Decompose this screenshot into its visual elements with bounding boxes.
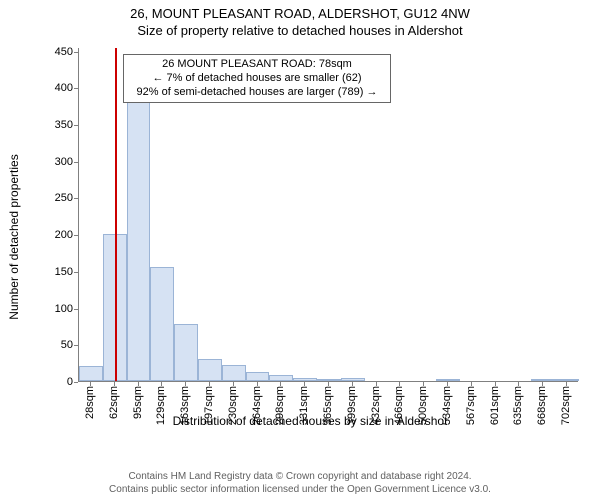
x-tick-label: 567sqm — [465, 386, 477, 425]
histogram-bar — [174, 324, 198, 381]
histogram-bar — [436, 379, 460, 381]
x-tick-label: 264sqm — [251, 386, 263, 425]
histogram-bar — [246, 372, 270, 381]
page-title: 26, MOUNT PLEASANT ROAD, ALDERSHOT, GU12… — [0, 0, 600, 21]
histogram-bar — [293, 378, 317, 381]
property-marker-line — [115, 48, 117, 381]
histogram-bar — [269, 375, 293, 381]
x-tick-label: 28sqm — [84, 386, 96, 419]
histogram-bar — [127, 91, 151, 381]
x-tick-label: 331sqm — [298, 386, 310, 425]
x-tick-label: 635sqm — [512, 386, 524, 425]
x-tick-label: 163sqm — [179, 386, 191, 425]
x-tick-label: 298sqm — [274, 386, 286, 425]
x-tick-label: 466sqm — [393, 386, 405, 425]
annotation-line: ← 7% of detached houses are smaller (62) — [130, 72, 384, 86]
histogram-bar — [79, 366, 103, 381]
x-tick-label: 399sqm — [346, 386, 358, 425]
histogram-bar — [198, 359, 222, 381]
x-tick-label: 601sqm — [489, 386, 501, 425]
footer-line-1: Contains HM Land Registry data © Crown c… — [0, 471, 600, 484]
x-tick-label: 129sqm — [155, 386, 167, 425]
x-tick-label: 702sqm — [560, 386, 572, 425]
annotation-box: 26 MOUNT PLEASANT ROAD: 78sqm← 7% of det… — [123, 54, 391, 103]
x-tick-label: 197sqm — [203, 386, 215, 425]
x-tick-label: 500sqm — [417, 386, 429, 425]
x-tick-label: 534sqm — [441, 386, 453, 425]
x-tick-label: 668sqm — [536, 386, 548, 425]
y-axis-label: Number of detached properties — [7, 154, 21, 319]
x-tick-label: 95sqm — [132, 386, 144, 419]
histogram-bar — [222, 365, 246, 381]
plot-area: 05010015020025030035040045026 MOUNT PLEA… — [78, 48, 578, 382]
histogram-bar — [317, 379, 341, 381]
annotation-line: 26 MOUNT PLEASANT ROAD: 78sqm — [130, 58, 384, 72]
histogram-chart: Number of detached properties 0501001502… — [36, 44, 584, 430]
histogram-bar — [555, 379, 579, 381]
footer-attribution: Contains HM Land Registry data © Crown c… — [0, 471, 600, 496]
x-tick-label: 432sqm — [370, 386, 382, 425]
page-subtitle: Size of property relative to detached ho… — [0, 21, 600, 42]
annotation-line: 92% of semi-detached houses are larger (… — [130, 86, 384, 100]
footer-line-2: Contains public sector information licen… — [0, 484, 600, 497]
histogram-bar — [531, 379, 555, 381]
histogram-bar — [341, 378, 365, 381]
histogram-bar — [150, 267, 174, 381]
x-tick-label: 62sqm — [108, 386, 120, 419]
x-tick-label: 230sqm — [227, 386, 239, 425]
x-tick-label: 365sqm — [322, 386, 334, 425]
